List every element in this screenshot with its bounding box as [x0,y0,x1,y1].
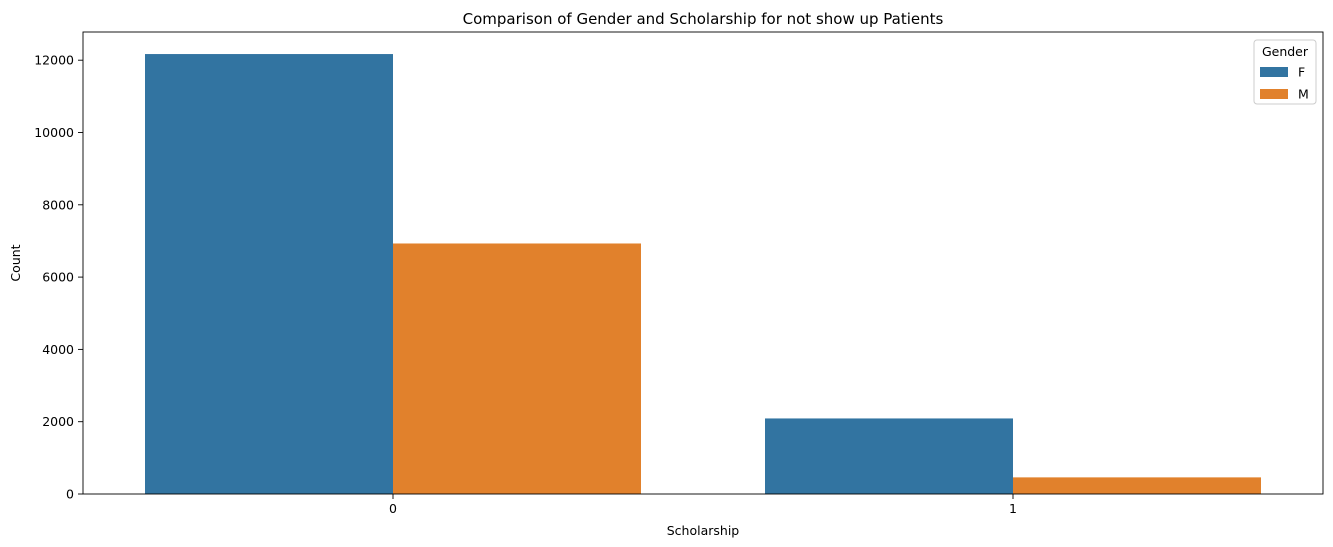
bar-M-1 [1013,477,1261,494]
legend-title: Gender [1262,44,1309,59]
plot-frame [82,31,1324,495]
y-tick-label: 6000 [42,270,74,285]
y-axis-label: Count [8,244,23,281]
legend-label-M: M [1298,87,1309,102]
y-tick-label: 8000 [42,197,74,212]
bar-F-1 [765,418,1013,494]
x-tick-label: 0 [389,501,397,516]
legend-swatch-M [1260,89,1288,99]
legend-items: FM [1260,65,1309,102]
x-axis-label: Scholarship [667,523,740,538]
bar-M-0 [393,243,641,494]
legend-swatch-F [1260,67,1288,77]
y-tick-label: 4000 [42,342,74,357]
legend-label-F: F [1298,65,1305,80]
y-tick-label: 0 [66,487,74,502]
legend: Gender FM [1253,39,1317,105]
y-tick-label: 2000 [42,414,74,429]
bars [145,54,1261,495]
y-tick-label: 12000 [34,53,74,68]
bar-F-0 [145,54,393,495]
x-tick-label: 1 [1009,501,1017,516]
y-tick-label: 10000 [34,125,74,140]
y-axis-ticks: 0 2000 4000 6000 8000 10000 12000 [34,53,83,502]
chart-title: Comparison of Gender and Scholarship for… [463,10,944,28]
